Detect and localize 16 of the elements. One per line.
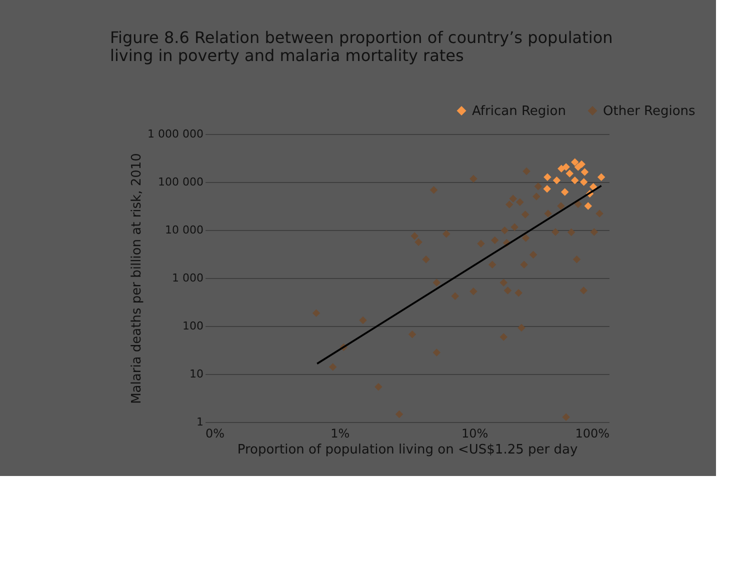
chart-title: Figure 8.6 Relation between proportion of country’s population living in poverty and malaria mortality rates bbox=[110, 28, 613, 65]
y-tick-label: 10 000 bbox=[165, 224, 204, 236]
legend-label: Other Regions bbox=[603, 104, 696, 119]
y-tick-label: 100 bbox=[182, 320, 204, 332]
y-tick-label: 100 000 bbox=[158, 176, 204, 188]
x-tick-label: 0% bbox=[206, 426, 225, 440]
y-tick-label: 1 bbox=[196, 416, 204, 428]
x-tick-label: 10% bbox=[461, 426, 488, 440]
x-axis-title: Proportion of population living on <US$1.25 per day bbox=[237, 442, 578, 458]
x-tick-label: 100% bbox=[575, 426, 610, 440]
y-tick-label: 1 000 000 bbox=[148, 128, 204, 140]
y-tick-label: 1 000 bbox=[172, 272, 204, 284]
legend-label: African Region bbox=[472, 104, 566, 119]
y-axis-title: Malaria deaths per billion at risk, 2010 bbox=[130, 153, 145, 404]
x-tick-label: 1% bbox=[330, 426, 350, 440]
y-tick-label: 10 bbox=[190, 368, 204, 380]
